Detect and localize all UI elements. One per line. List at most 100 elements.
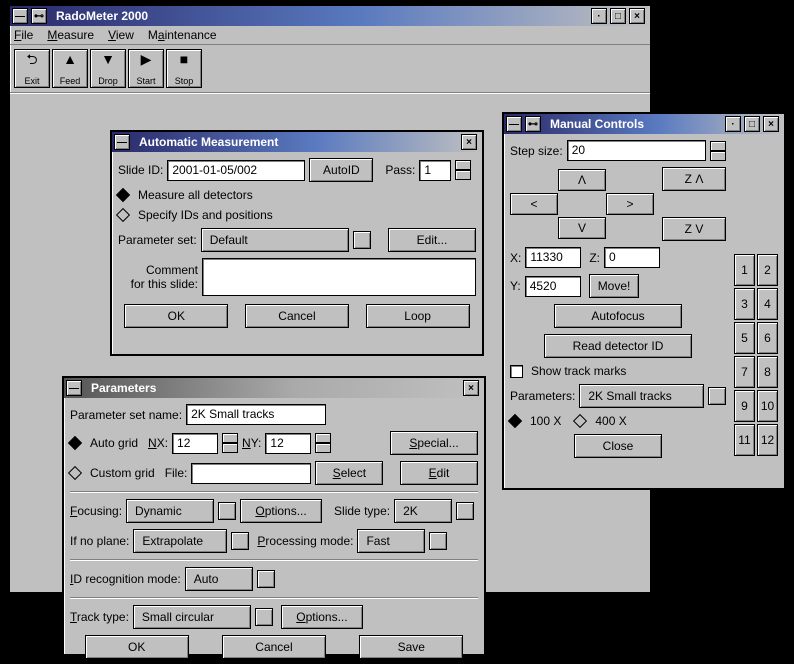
close-icon[interactable]: ×: [463, 380, 479, 396]
radio-auto-grid[interactable]: [68, 436, 82, 450]
tracktype-dropdown[interactable]: Small circular: [133, 605, 251, 629]
edit-button[interactable]: Edit...: [388, 228, 476, 252]
auto-titlebar[interactable]: ― Automatic Measurement ×: [112, 132, 482, 152]
drop-button[interactable]: ▼Drop: [90, 49, 126, 88]
wm-dot-icon[interactable]: ·: [591, 8, 607, 24]
read-detector-id-button[interactable]: Read detector ID: [544, 334, 692, 358]
move-left-button[interactable]: <: [510, 193, 558, 215]
cancel-button[interactable]: Cancel: [245, 304, 349, 328]
ny-input[interactable]: 12: [265, 433, 311, 454]
radio-measure-all[interactable]: [116, 188, 130, 202]
autoid-button[interactable]: AutoID: [309, 158, 373, 182]
maximize-icon[interactable]: □: [610, 8, 626, 24]
manual-params-dropdown[interactable]: 2K Small tracks: [579, 384, 704, 408]
menu-file[interactable]: File: [14, 28, 33, 42]
wm-menu-icon[interactable]: ―: [12, 8, 28, 24]
exit-button[interactable]: ⮌Exit: [14, 49, 50, 88]
detector-4[interactable]: 4: [757, 288, 778, 320]
focus-options-button[interactable]: Options...: [240, 499, 322, 523]
cancel-button[interactable]: Cancel: [222, 635, 326, 659]
ny-up-icon[interactable]: [315, 433, 331, 443]
close-icon[interactable]: ×: [629, 8, 645, 24]
wm-menu-icon[interactable]: ―: [66, 380, 82, 396]
stop-button[interactable]: ■Stop: [166, 49, 202, 88]
ok-button[interactable]: OK: [85, 635, 189, 659]
autofocus-button[interactable]: Autofocus: [554, 304, 682, 328]
dropdown-icon[interactable]: [708, 387, 726, 405]
move-down-button[interactable]: V: [558, 217, 606, 239]
dropdown-icon[interactable]: [255, 608, 273, 626]
wm-dot-icon[interactable]: ·: [725, 116, 741, 132]
detector-7[interactable]: 7: [734, 356, 755, 388]
move-right-button[interactable]: >: [606, 193, 654, 215]
move-button[interactable]: Move!: [589, 274, 640, 298]
move-up-button[interactable]: Λ: [558, 169, 606, 191]
feed-button[interactable]: ▲Feed: [52, 49, 88, 88]
z-input[interactable]: 0: [604, 247, 660, 268]
start-button[interactable]: ▶Start: [128, 49, 164, 88]
close-button[interactable]: Close: [574, 434, 662, 458]
dropdown-icon[interactable]: [218, 502, 236, 520]
paramset-dropdown[interactable]: Default: [201, 228, 349, 252]
detector-3[interactable]: 3: [734, 288, 755, 320]
z-down-button[interactable]: Z V: [662, 217, 726, 241]
z-up-button[interactable]: Z Λ: [662, 167, 726, 191]
radio-400x[interactable]: [573, 414, 587, 428]
detector-6[interactable]: 6: [757, 322, 778, 354]
paramset-name-input[interactable]: 2K Small tracks: [186, 404, 326, 425]
comment-textarea[interactable]: [202, 258, 476, 296]
radio-100x[interactable]: [508, 414, 522, 428]
x-input[interactable]: 11330: [525, 247, 581, 268]
nx-input[interactable]: 12: [172, 433, 218, 454]
close-icon[interactable]: ×: [461, 134, 477, 150]
pass-input[interactable]: 1: [419, 160, 451, 181]
track-options-button[interactable]: Options...: [281, 605, 363, 629]
maximize-icon[interactable]: □: [744, 116, 760, 132]
detector-9[interactable]: 9: [734, 390, 755, 422]
special-button[interactable]: Special...: [390, 431, 478, 455]
detector-1[interactable]: 1: [734, 254, 755, 286]
edit-button[interactable]: Edit: [400, 461, 478, 485]
stepsize-input[interactable]: 20: [567, 140, 706, 161]
loop-button[interactable]: Loop: [366, 304, 470, 328]
step-up-icon[interactable]: [710, 141, 726, 151]
radio-specify-ids[interactable]: [116, 208, 130, 222]
manual-titlebar[interactable]: ― ⊷ Manual Controls · □ ×: [504, 114, 784, 134]
detector-10[interactable]: 10: [757, 390, 778, 422]
menu-maintenance[interactable]: Maintenance: [148, 28, 217, 42]
select-button[interactable]: Select: [315, 461, 383, 485]
idrec-dropdown[interactable]: Auto: [185, 567, 253, 591]
y-input[interactable]: 4520: [525, 276, 581, 297]
procmode-dropdown[interactable]: Fast: [357, 529, 425, 553]
menu-measure[interactable]: Measure: [47, 28, 94, 42]
show-track-marks-checkbox[interactable]: [510, 365, 523, 378]
detector-2[interactable]: 2: [757, 254, 778, 286]
detector-12[interactable]: 12: [757, 424, 778, 456]
save-button[interactable]: Save: [359, 635, 463, 659]
ny-down-icon[interactable]: [315, 443, 331, 453]
dropdown-icon[interactable]: [353, 231, 371, 249]
wm-menu-icon[interactable]: ―: [506, 116, 522, 132]
pass-down-icon[interactable]: [455, 170, 471, 180]
detector-11[interactable]: 11: [734, 424, 755, 456]
nx-down-icon[interactable]: [222, 443, 238, 453]
wm-pin-icon[interactable]: ⊷: [525, 116, 541, 132]
ok-button[interactable]: OK: [124, 304, 228, 328]
pass-up-icon[interactable]: [455, 160, 471, 170]
dropdown-icon[interactable]: [257, 570, 275, 588]
main-titlebar[interactable]: ― ⊷ RadoMeter 2000 · □ ×: [10, 6, 650, 26]
detector-8[interactable]: 8: [757, 356, 778, 388]
wm-menu-icon[interactable]: ―: [114, 134, 130, 150]
wm-pin-icon[interactable]: ⊷: [31, 8, 47, 24]
menu-view[interactable]: View: [108, 28, 134, 42]
dropdown-icon[interactable]: [231, 532, 249, 550]
close-icon[interactable]: ×: [763, 116, 779, 132]
params-titlebar[interactable]: ― Parameters ×: [64, 378, 484, 398]
detector-5[interactable]: 5: [734, 322, 755, 354]
ifnoplane-dropdown[interactable]: Extrapolate: [133, 529, 227, 553]
file-input[interactable]: [191, 463, 311, 484]
dropdown-icon[interactable]: [429, 532, 447, 550]
dropdown-icon[interactable]: [456, 502, 474, 520]
nx-up-icon[interactable]: [222, 433, 238, 443]
slide-id-input[interactable]: 2001-01-05/002: [167, 160, 305, 181]
